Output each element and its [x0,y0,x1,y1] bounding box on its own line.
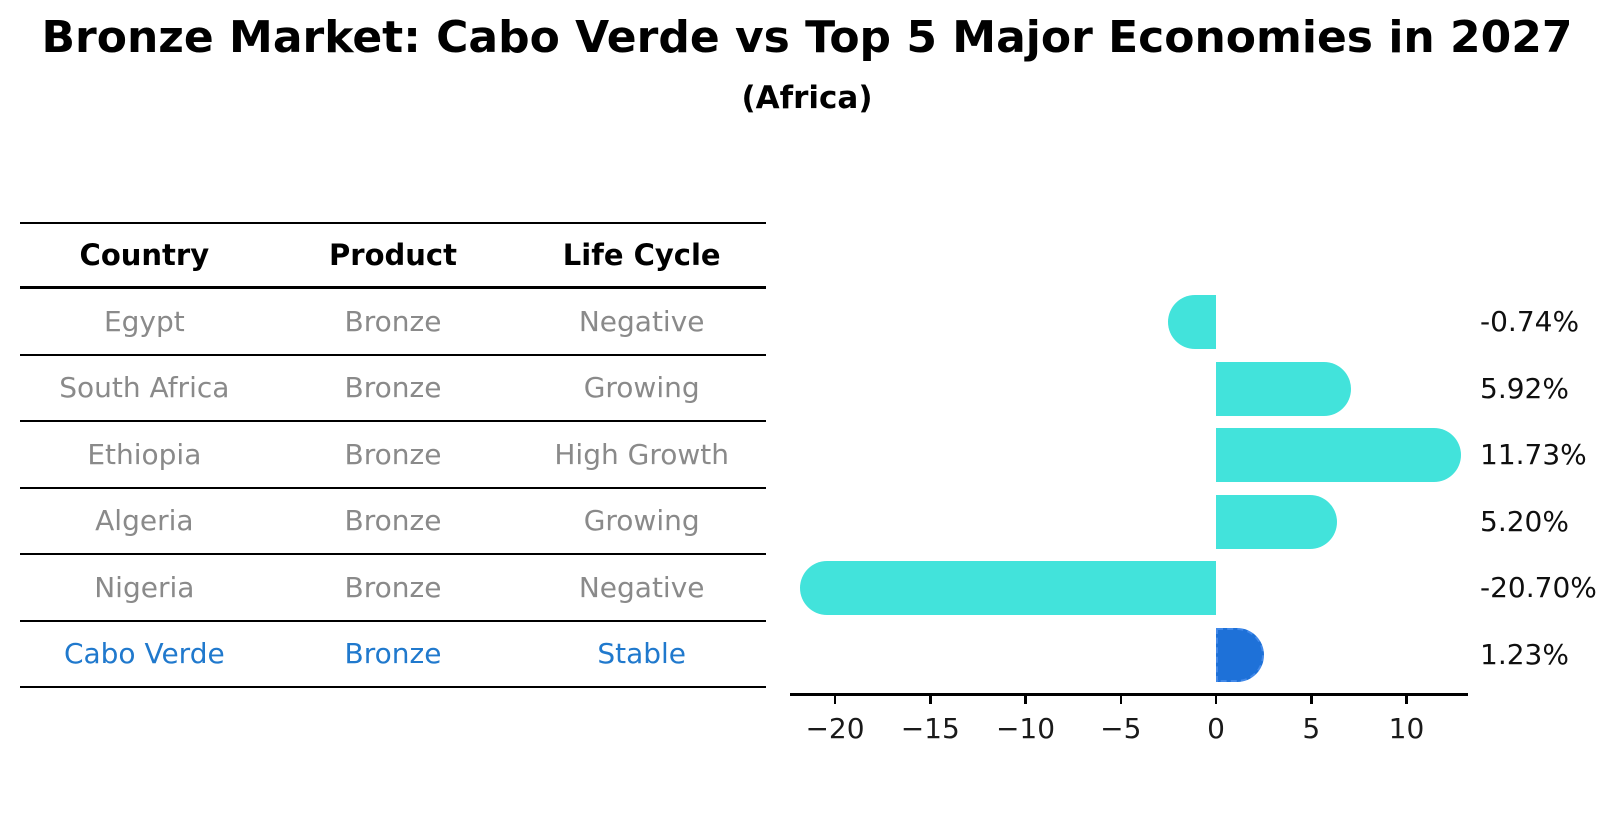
x-tick-0 [1214,693,1218,704]
country-cell-algeria: Algeria [95,504,194,538]
bar-cabo-verde [1216,628,1264,682]
value-label-ethiopia: 11.73% [1480,438,1587,471]
life-cycle-cell-nigeria: Negative [578,570,705,604]
table-body: Egypt Bronze Negative South Africa Bronze Gro… [20,289,766,688]
value-label-south-africa: 5.92% [1480,372,1569,405]
table-row-egypt: Egypt Bronze Negative [20,289,766,356]
country-cell-nigeria: Nigeria [94,570,195,604]
x-tick-label-0: 0 [1207,712,1225,745]
x-tick-label-5: 5 [1302,712,1321,745]
x-tick-10 [1405,693,1408,704]
x-tick--15 [929,693,932,704]
life-cycle-cell-cabo-verde: Stable [597,637,687,671]
chart-subtitle: (Africa) [741,80,873,116]
product-cell-cabo-verde: Bronze [344,637,442,671]
country-table: Country Product Life Cycle Egypt Bronze Ne… [20,222,766,688]
column-header-country: Country [79,238,210,272]
x-tick-5 [1310,693,1313,704]
bar-egypt [1168,295,1216,349]
life-cycle-cell-south-africa: Growing [583,371,700,405]
country-cell-cabo-verde: Cabo Verde [63,637,225,671]
x-tick-label--5: −5 [1100,712,1142,745]
product-cell-algeria: Bronze [344,504,442,538]
table-row-nigeria: Nigeria Bronze Negative [20,555,766,622]
x-tick--20 [833,693,837,704]
column-header-product: Product [329,238,457,272]
x-tick--5 [1119,693,1122,704]
life-cycle-cell-ethiopia: High Growth [554,437,729,471]
value-label-egypt: -0.74% [1480,305,1580,338]
x-tick-label--15: −15 [900,712,960,745]
table-row-south-africa: South Africa Bronze Growing [20,356,766,422]
bar-nigeria [799,561,1216,615]
x-tick-label--10: −10 [995,712,1056,745]
country-cell-ethiopia: Ethiopia [87,437,202,471]
bar-ethiopia [1216,428,1462,482]
table-row-cabo-verde: Cabo Verde Bronze Stable [20,622,766,688]
country-cell-egypt: Egypt [103,304,185,338]
table-header-row: Country Product Life Cycle [20,222,766,289]
life-cycle-cell-egypt: Negative [578,304,705,338]
table-row-ethiopia: Ethiopia Bronze High Growth [20,422,766,489]
product-cell-egypt: Bronze [344,304,442,338]
life-cycle-cell-algeria: Growing [583,504,700,538]
value-label-cabo-verde: 1.23% [1480,638,1569,671]
product-cell-south-africa: Bronze [344,371,442,405]
bar-south-africa [1216,362,1351,416]
chart-title: Bronze Market: Cabo Verde vs Top 5 Major… [41,12,1573,63]
x-axis-line [790,693,1468,696]
bar-algeria [1216,495,1338,549]
column-header-life-cycle: Life Cycle [562,238,721,272]
product-cell-ethiopia: Bronze [344,437,442,471]
country-cell-south-africa: South Africa [59,371,230,405]
product-cell-nigeria: Bronze [344,570,442,604]
table-row-algeria: Algeria Bronze Growing [20,489,766,555]
value-label-nigeria: -20.70% [1480,571,1597,604]
x-tick-label--20: −20 [805,712,865,745]
x-tick--10 [1024,693,1027,704]
x-tick-label-10: 10 [1388,712,1425,745]
value-label-algeria: 5.20% [1480,505,1569,538]
